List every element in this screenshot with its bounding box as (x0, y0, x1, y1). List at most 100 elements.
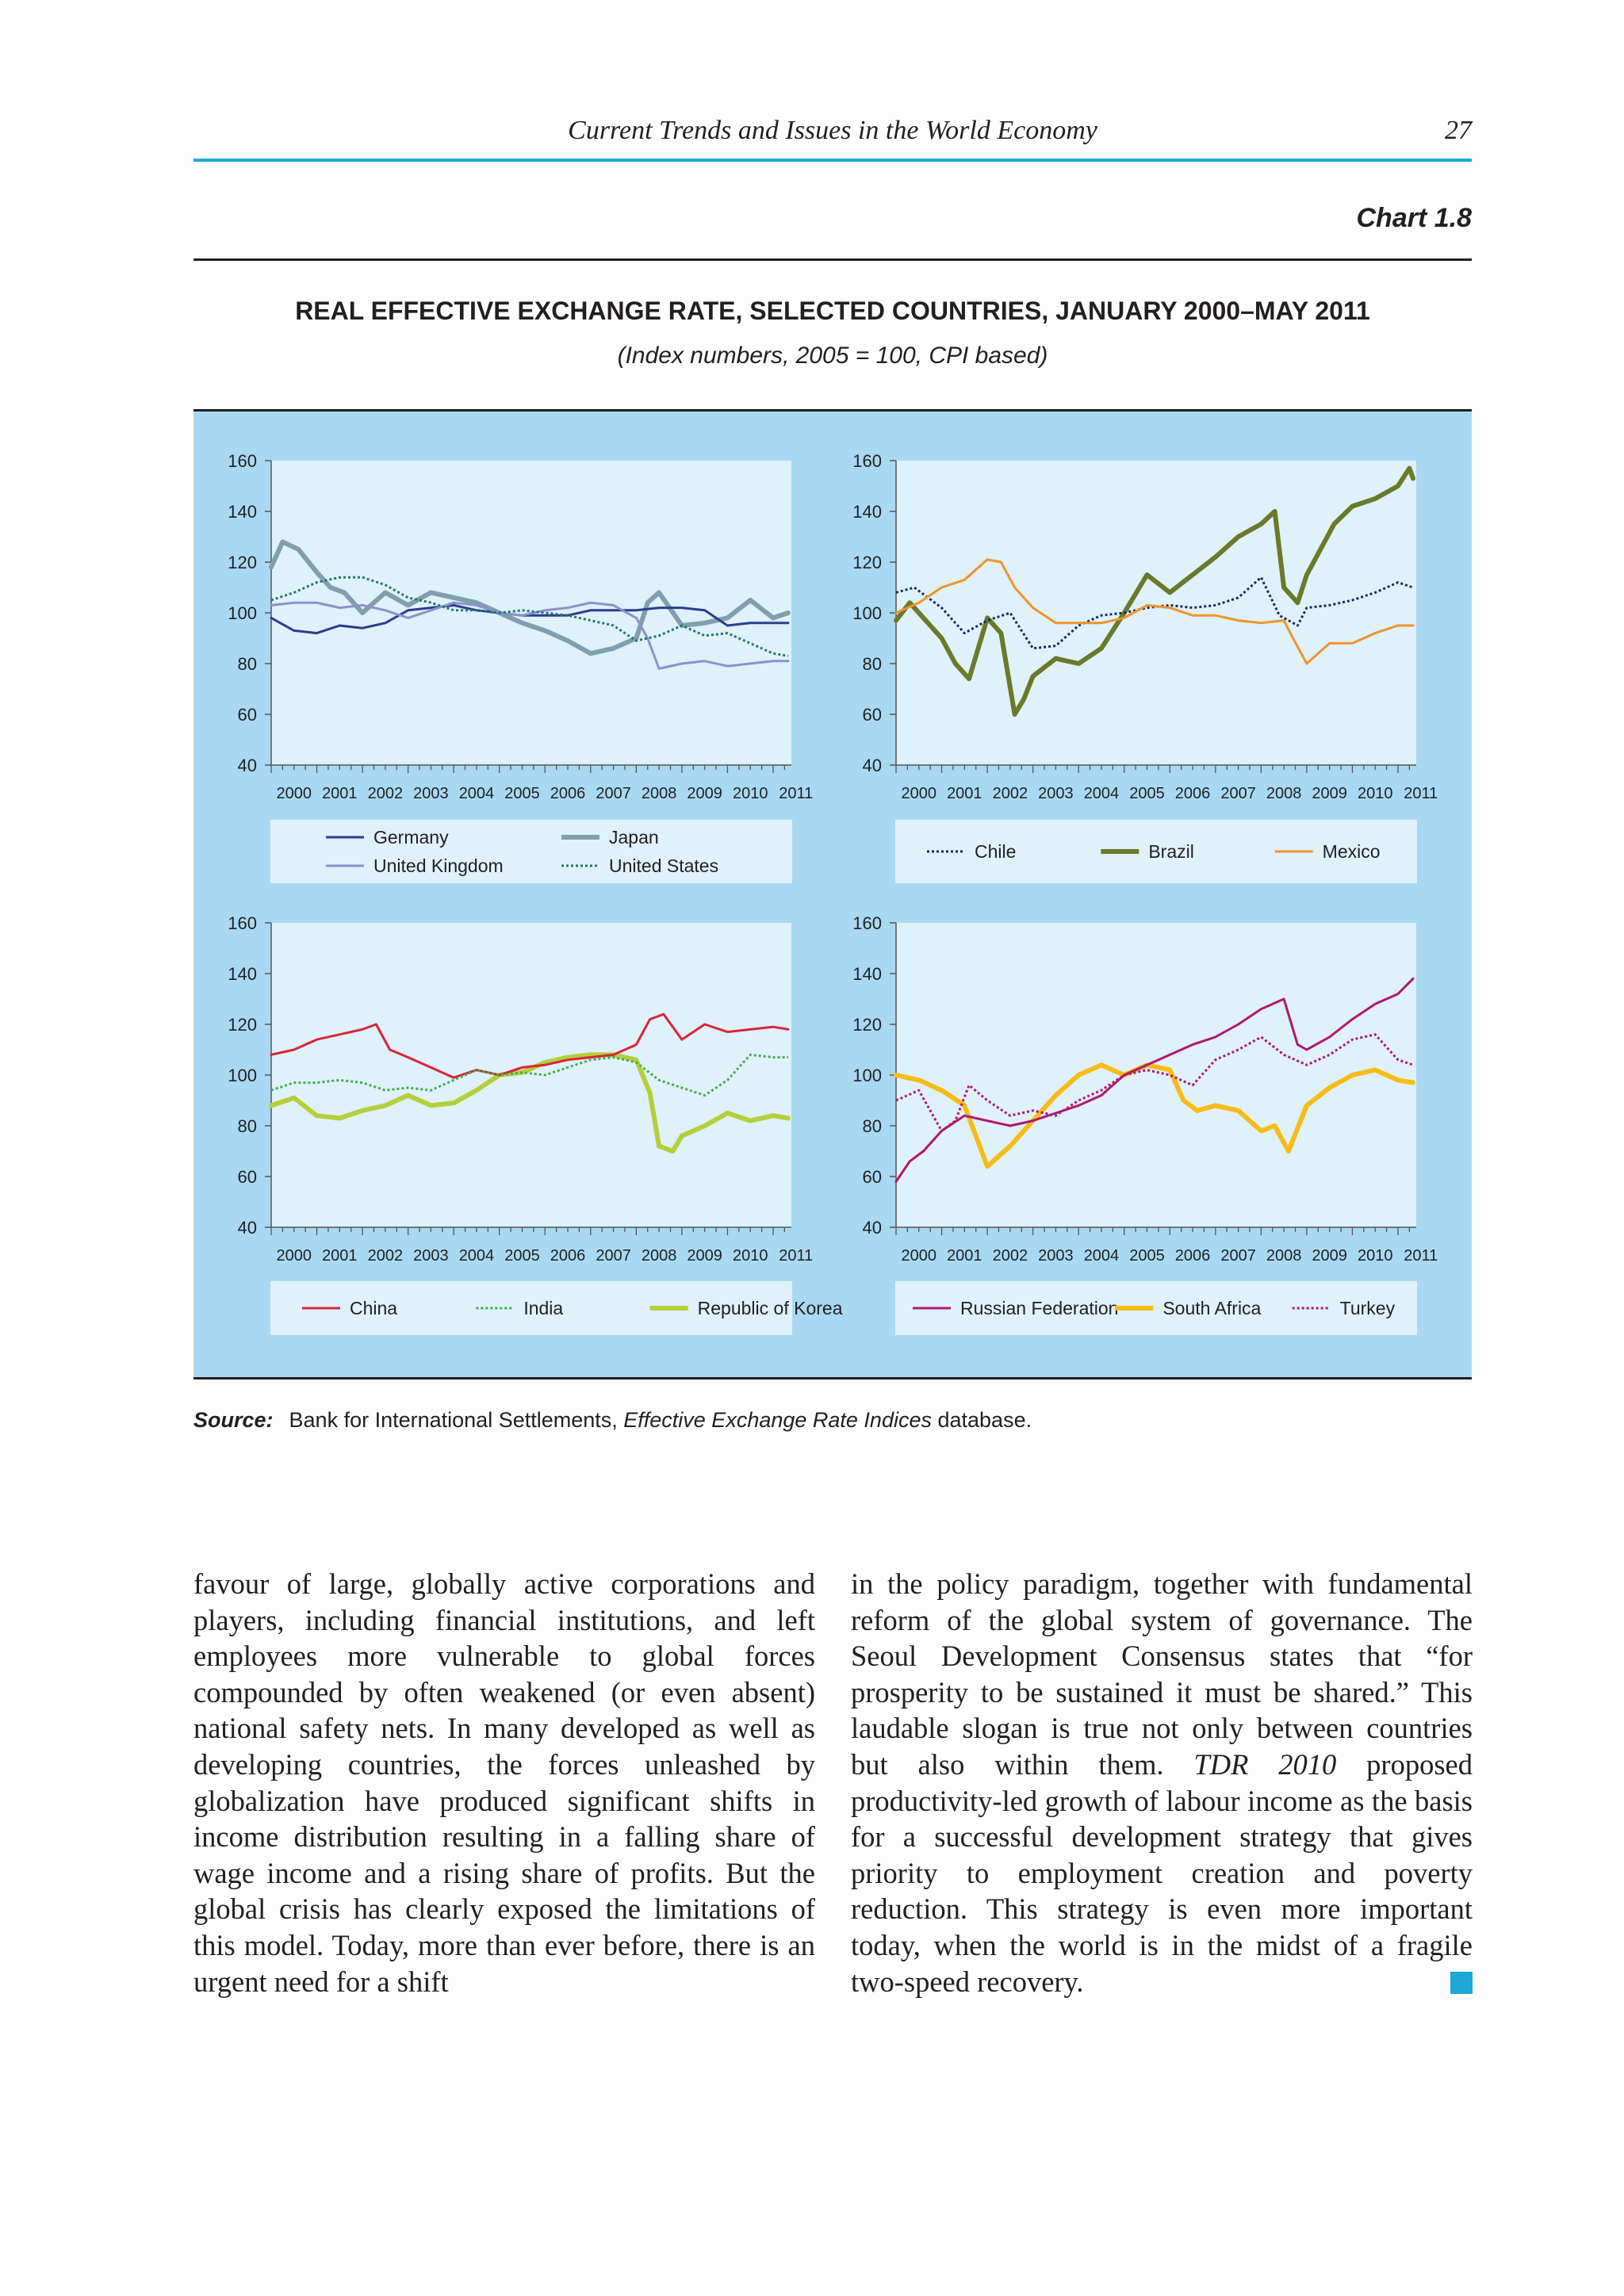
y-tick-label: 40 (238, 1218, 257, 1238)
x-tick-label: 2009 (687, 785, 722, 802)
x-tick-label: 2007 (596, 1247, 631, 1265)
y-tick-label: 60 (238, 1167, 257, 1187)
y-tick-label: 40 (238, 756, 257, 775)
y-tick-label: 100 (228, 1066, 257, 1085)
legend-label: United States (609, 855, 718, 876)
x-tick-label: 2004 (1084, 785, 1120, 802)
x-tick-label: 2000 (902, 1247, 937, 1265)
body-right-italic: TDR 2010 (1193, 1747, 1337, 1781)
source-label: Source: (193, 1408, 274, 1432)
legend-label: Turkey (1340, 1298, 1396, 1318)
x-tick-label: 2002 (368, 1247, 404, 1265)
x-tick-label: 2007 (1220, 785, 1256, 802)
body-column-left: favour of large, globally active corpora… (193, 1567, 815, 1998)
x-tick-label: 2002 (993, 785, 1028, 802)
legend-box (270, 1281, 792, 1335)
x-tick-label: 2011 (1404, 1247, 1438, 1265)
running-head: Current Trends and Issues in the World E… (193, 111, 1472, 159)
body-right-text: in the policy paradigm, together with fu… (851, 1567, 1473, 1781)
x-tick-label: 2003 (1038, 1247, 1074, 1265)
x-tick-label: 2004 (459, 1247, 495, 1265)
x-tick-label: 2001 (322, 1247, 358, 1265)
charts-svg: 40 60 80 100 120 140 160 2000 2001 2002 2003 2004 20… (228, 451, 1438, 1335)
source-text: Bank for International Settlements, (289, 1408, 624, 1432)
x-tick-label: 2004 (1084, 1247, 1120, 1265)
y-tick-label: 120 (852, 553, 882, 572)
x-tick-label: 2010 (1358, 1247, 1393, 1265)
x-tick-label: 2008 (642, 785, 677, 802)
x-tick-label: 2004 (459, 785, 495, 802)
plot-area (896, 923, 1416, 1227)
x-tick-label: 2001 (947, 785, 982, 802)
x-tick-label: 2005 (504, 1247, 540, 1265)
x-tick-label: 2011 (779, 1247, 813, 1265)
header-rule (193, 159, 1472, 162)
source-note: Source: Bank for International Settlement… (193, 1408, 1032, 1433)
y-tick-label: 80 (863, 1116, 882, 1136)
page-number: 27 (1445, 116, 1472, 145)
y-tick-label: 120 (228, 553, 257, 572)
y-tick-label: 160 (228, 913, 257, 933)
y-tick-label: 40 (863, 756, 882, 775)
legend-label: Republic of Korea (698, 1298, 843, 1318)
series-line-united-states (270, 576, 789, 657)
x-tick-label: 2000 (902, 785, 937, 802)
chart-4: 40 60 80 100 120 140 160 2000 2001 2002 2003 2004 20… (852, 913, 1438, 1335)
y-tick-label: 140 (228, 502, 257, 522)
x-tick-label: 2001 (947, 1247, 982, 1265)
series-line-india (270, 1053, 788, 1097)
legend-label: India (523, 1298, 563, 1318)
x-tick-label: 2006 (1175, 785, 1211, 802)
chart-subtitle: (Index numbers, 2005 = 100, CPI based) (617, 342, 1048, 369)
y-tick-label: 60 (238, 705, 257, 725)
legend-label: Mexico (1323, 841, 1381, 862)
x-tick-label: 2009 (1312, 785, 1347, 802)
x-tick-label: 2000 (277, 1247, 312, 1265)
y-tick-label: 140 (852, 964, 882, 984)
y-tick-label: 100 (852, 603, 882, 623)
y-tick-label: 60 (863, 1167, 882, 1187)
y-tick-label: 80 (238, 1116, 257, 1136)
running-title: Current Trends and Issues in the World E… (568, 116, 1097, 145)
x-tick-label: 2002 (993, 1247, 1028, 1265)
y-tick-label: 80 (238, 654, 257, 674)
series-line-brazil (894, 465, 1415, 717)
legend-label: United Kingdom (373, 855, 504, 876)
x-tick-label: 2008 (1266, 1247, 1302, 1265)
x-tick-label: 2005 (504, 785, 540, 802)
body-column-right: in the policy paradigm, together with fu… (851, 1566, 1473, 1999)
plot-area (896, 461, 1416, 765)
series-line-japan (269, 539, 791, 656)
chart-label: Chart 1.8 (1356, 203, 1473, 233)
x-tick-label: 2007 (596, 785, 631, 802)
x-tick-label: 2006 (1175, 1247, 1211, 1265)
series-line-republic-of-korea (269, 1052, 791, 1154)
x-tick-label: 2010 (1358, 785, 1393, 802)
legend-label: Germany (373, 827, 449, 848)
series-line-mexico (894, 558, 1415, 665)
legend: China India Republic of Korea (270, 1281, 843, 1335)
x-tick-label: 2007 (1220, 1247, 1256, 1265)
x-tick-label: 2011 (779, 785, 813, 802)
x-tick-label: 2001 (322, 785, 358, 802)
chart-2: 40 60 80 100 120 140 160 2000 2001 2002 2003 2004 20… (852, 451, 1438, 883)
y-tick-label: 160 (852, 913, 882, 933)
y-tick-label: 140 (228, 964, 257, 984)
x-tick-label: 2011 (1404, 785, 1438, 802)
plot-area (271, 923, 791, 1227)
x-tick-label: 2008 (642, 1247, 677, 1265)
legend-box (895, 820, 1417, 883)
x-tick-label: 2008 (1266, 785, 1302, 802)
x-tick-label: 2010 (733, 1247, 768, 1265)
y-tick-label: 120 (228, 1015, 257, 1035)
chart-panel-top-rule (193, 409, 1472, 411)
body-right-text-end: proposed productivity-led growth of labo… (851, 1747, 1473, 1998)
legend-label: Brazil (1148, 841, 1194, 862)
x-tick-label: 2006 (550, 785, 586, 802)
x-tick-label: 2010 (733, 785, 768, 802)
series-line-germany (270, 603, 790, 635)
y-tick-label: 160 (852, 451, 882, 471)
legend-label: Russian Federation (960, 1298, 1118, 1318)
chart-panel: 40 60 80 100 120 140 160 2000 2001 2002 2003 2004 20… (193, 411, 1472, 1377)
x-tick-label: 2003 (1038, 785, 1074, 802)
